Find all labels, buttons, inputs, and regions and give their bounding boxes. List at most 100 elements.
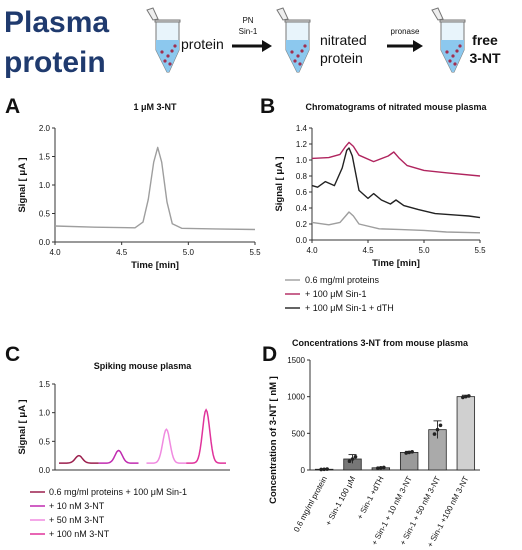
data-point [410, 450, 414, 454]
arrow-right-icon [262, 40, 272, 52]
y-tick-label: 1.0 [39, 409, 51, 418]
x-tick-label: 5.0 [183, 248, 195, 257]
x-tick-label: 5.5 [249, 248, 261, 257]
series-line-3 [311, 147, 481, 219]
y-tick-label: 1.0 [296, 156, 308, 165]
x-tick-label: 5.0 [418, 246, 430, 255]
reagent1-line1: PN [242, 16, 253, 25]
x-axis-label: Time [min] [131, 260, 179, 271]
y-axis-label: Signal [ μA ] [274, 156, 285, 211]
step3-label-line1: free [472, 32, 498, 48]
y-axis-label: Signal [ μA ] [17, 157, 28, 212]
bar-4 [399, 451, 419, 471]
data-point [353, 455, 358, 459]
x-tick-label: + Sin-1 100 μM [324, 474, 358, 527]
y-tick-label: 0.5 [39, 437, 51, 446]
y-tick-label: 0.0 [296, 236, 308, 245]
series-line-4 [186, 408, 226, 464]
series-line-1 [59, 454, 99, 464]
step1-label: protein [181, 36, 224, 52]
y-tick-label: 2.0 [39, 124, 51, 133]
header: Plasma protein protein PN Sin-1 ni [4, 6, 501, 79]
step2-label-line1: nitrated [320, 32, 367, 48]
chart-title: Spiking mouse plasma [94, 361, 193, 371]
tube-icon [146, 7, 181, 73]
data-point [435, 427, 440, 432]
x-tick-label: 4.0 [306, 246, 318, 255]
data-point [404, 451, 408, 455]
tube-icon [276, 7, 311, 73]
series-line-2 [311, 141, 481, 177]
y-tick-label: 0.2 [296, 220, 308, 229]
y-tick-label: 0.4 [296, 204, 308, 213]
y-tick-label: 0 [301, 466, 306, 475]
chart-c: 0.0 0.5 1.0 1.5 0.6 mg/ml proteins + 100 μM … [17, 361, 230, 539]
data-point [322, 467, 326, 472]
data-point [382, 465, 386, 470]
data-point [379, 466, 383, 470]
x-tick-label: 5.5 [474, 246, 486, 255]
data-point [319, 467, 323, 472]
series-line-1 [311, 211, 481, 234]
y-tick-label: 1000 [287, 393, 305, 402]
legend-label-3: + 100 μM Sin-1 + dTH [305, 303, 394, 313]
data-point [432, 432, 437, 436]
data-point [407, 450, 411, 455]
y-tick-label: 0.8 [296, 172, 308, 181]
y-tick-label: 1.5 [39, 380, 51, 389]
data-point [325, 467, 329, 471]
y-tick-label: 0.0 [39, 466, 51, 475]
y-tick-label: 0.5 [39, 210, 51, 219]
legend-label-1: 0.6 mg/ml proteins + 100 μM Sin-1 [49, 487, 187, 497]
x-tick-label: 4.5 [362, 246, 374, 255]
panel-label-c: C [5, 343, 20, 366]
x-tick-label: 4.0 [49, 248, 61, 257]
reagent2: pronase [391, 27, 420, 36]
chart-title: 1 μM 3-NT [133, 102, 177, 112]
chart-b: 0.0 0.2 0.4 0.6 0.8 1.0 1.2 1.4 4.0 4.5 5.0 5.5 Chro… [274, 102, 488, 313]
y-tick-label: 1.4 [296, 124, 308, 133]
panel-label-d: D [262, 343, 277, 366]
legend-label-3: + 50 nM 3-NT [49, 515, 105, 525]
x-tick-label: 4.5 [116, 248, 128, 257]
arrow-right-icon [413, 40, 423, 52]
reagent1-line2: Sin-1 [239, 27, 258, 36]
series-line-2 [98, 449, 139, 464]
y-tick-label: 0.0 [39, 238, 51, 247]
data-point [350, 457, 355, 461]
legend-label-2: + 10 nM 3-NT [49, 501, 105, 511]
series-line-1 [54, 146, 256, 231]
tube-icon [431, 7, 466, 73]
chart-title: Chromatograms of nitrated mouse plasma [305, 102, 487, 112]
data-point [438, 423, 443, 428]
x-tick-label: 0.6 mg/ml protein [292, 475, 329, 534]
panel-label-b: B [260, 95, 275, 118]
data-point [347, 459, 352, 464]
data-point [461, 395, 465, 400]
y-tick-label: 1500 [287, 356, 305, 365]
y-tick-label: 1.5 [39, 153, 51, 162]
step2-label-line2: protein [320, 50, 363, 66]
x-axis-label: Time [min] [372, 258, 420, 269]
bar-6 [456, 396, 476, 471]
chart-d: 0 500 1000 1500 0.6 mg/ml protein+ Sin-1 100… [268, 338, 480, 549]
data-point [467, 394, 471, 398]
chart-title: Concentrations 3-NT from mouse plasma [292, 338, 469, 348]
panel-label-a: A [5, 95, 20, 118]
y-tick-label: 500 [292, 429, 306, 438]
x-tick-label: + Sin-1 +dTH [355, 475, 385, 521]
step3-label-line2: 3-NT [469, 50, 501, 66]
y-tick-label: 0.6 [296, 188, 308, 197]
data-point [464, 394, 468, 399]
legend-label-2: + 100 μM Sin-1 [305, 289, 366, 299]
y-axis-label: Concentration of 3-NT [ nM ] [268, 376, 279, 504]
y-tick-label: 1.0 [39, 181, 51, 190]
y-tick-label: 1.2 [296, 140, 308, 149]
y-axis-label: Signal [ μA ] [17, 399, 28, 454]
chart-a: 0.0 0.5 1.0 1.5 2.0 4.0 4.5 5.0 5.5 1 μM 3-NT Time… [17, 102, 261, 271]
data-point [376, 466, 380, 470]
header-title-line2: protein [4, 46, 106, 79]
legend-label-4: + 100 nM 3-NT [49, 529, 110, 539]
header-title-line1: Plasma [4, 6, 109, 39]
